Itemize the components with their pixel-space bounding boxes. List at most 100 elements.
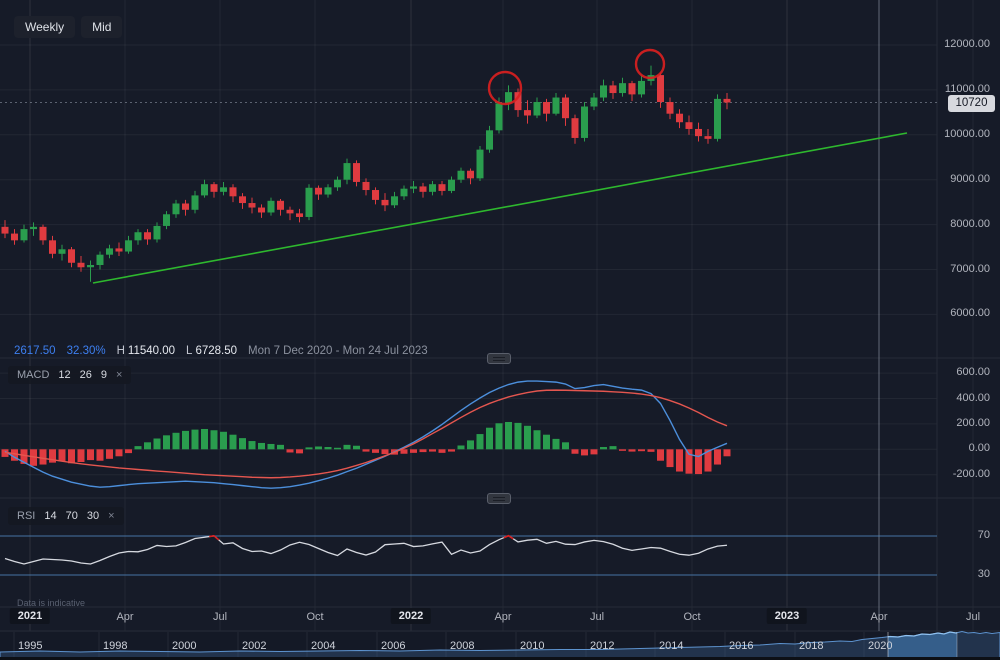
low-number: 6728.50 [195,345,238,357]
macd-histogram-bar [153,438,161,450]
time-axis-year-label: 2021 [9,608,51,624]
candle-body [210,184,218,192]
candle-body [552,97,560,114]
candle-body [220,187,227,192]
candle-body [571,118,579,138]
macd-histogram-bar [552,438,560,450]
panel-resize-handle-rsi[interactable] [487,493,511,504]
time-axis-month-label: Apr [494,611,512,623]
time-axis-year-label: 2022 [390,608,432,624]
price-tick-label: 6000.00 [950,307,990,320]
macd-histogram-bar [524,425,531,450]
macd-histogram-bar [467,440,474,450]
toolbar: Weekly Mid [14,16,123,38]
rsi-close-icon[interactable]: × [108,510,115,522]
macd-histogram-bar [714,449,721,465]
minimap-year-label: 2008 [450,640,475,652]
macd-histogram-bar [448,449,455,452]
macd-histogram-bar [220,431,227,450]
candle-body [334,179,341,188]
macd-histogram-bar [210,430,218,450]
macd-close-icon[interactable]: × [116,369,123,381]
candle-body [286,209,294,214]
candle-body [125,240,132,252]
macd-histogram-bar [286,449,294,453]
candle-body [20,229,28,241]
candle-body [619,83,626,94]
candle-body [372,190,379,200]
minimap-year-label: 2012 [590,640,615,652]
macd-histogram-bar [543,434,550,450]
macd-name: MACD [17,369,50,381]
minimap-year-label: 2014 [659,640,684,652]
minimap-year-label: 2002 [242,640,267,652]
chart-size-button[interactable]: Mid [81,16,123,38]
candle-body [543,102,550,114]
macd-histogram-bar [590,449,598,455]
candle-body [305,187,313,217]
candle-body [723,98,731,103]
macd-slow-param: 26 [79,369,92,381]
candle-body [400,188,408,197]
macd-tick-label: 200.00 [956,416,990,429]
timeframe-button[interactable]: Weekly [14,16,76,38]
candle-body [182,203,189,210]
macd-histogram-bar [277,444,284,450]
macd-histogram-bar [381,449,389,455]
macd-fast-param: 12 [58,369,71,381]
candle-body [115,248,123,252]
candle-body [685,122,693,129]
macd-histogram-bar [514,422,522,450]
macd-histogram-bar [695,449,702,475]
macd-histogram-bar [562,442,569,450]
macd-histogram-bar [68,449,75,464]
candle-body [486,130,493,150]
macd-tick-label: -200.00 [952,467,990,480]
macd-signal-line [4,389,728,479]
macd-histogram-bar [609,446,617,450]
macd-histogram-bar [305,447,313,450]
macd-histogram-bar [619,449,626,451]
low-label: L [186,345,193,357]
minimap-area [0,630,1000,660]
macd-histogram-bar [486,427,493,450]
macd-histogram-bar [400,449,408,454]
candle-body [134,232,142,241]
macd-tick-label: 0.00 [968,442,990,455]
candle-body [296,213,303,217]
candle-body [1,226,9,234]
candle-body [666,102,674,114]
panel-resize-handle-macd[interactable] [487,353,511,364]
macd-histogram-bar [571,449,579,454]
candle-body [58,249,66,254]
macd-histogram-bar [58,449,66,462]
high-number: 11540.00 [127,345,176,357]
candle-body [11,233,18,241]
candle-body [476,149,484,179]
macd-histogram-bar [324,447,332,450]
price-tick-label: 8000.00 [950,217,990,230]
annotation-circle [634,48,666,80]
candle-body [343,163,351,180]
price-tick-label: 12000.00 [944,38,990,50]
macd-histogram-bar [666,449,674,468]
rsi-upper-param: 70 [65,510,78,522]
time-axis-month-label: Apr [870,611,888,623]
macd-line [4,380,728,489]
data-indicative-note: Data is indicative [17,598,86,608]
time-axis-month-label: Oct [306,611,324,623]
macd-histogram-bar [353,445,360,450]
candle-body [153,225,161,240]
rsi-line [4,534,728,565]
candle-body [258,207,265,213]
rsi-tick-label: 30 [977,568,990,580]
candle-body [201,184,208,196]
low-value: L 6728.50 [186,345,237,357]
candle-body [106,248,113,255]
macd-histogram-bar [134,446,142,450]
candle-body [590,97,598,107]
high-label: H [116,345,125,357]
time-axis-month-label: Oct [683,611,701,623]
